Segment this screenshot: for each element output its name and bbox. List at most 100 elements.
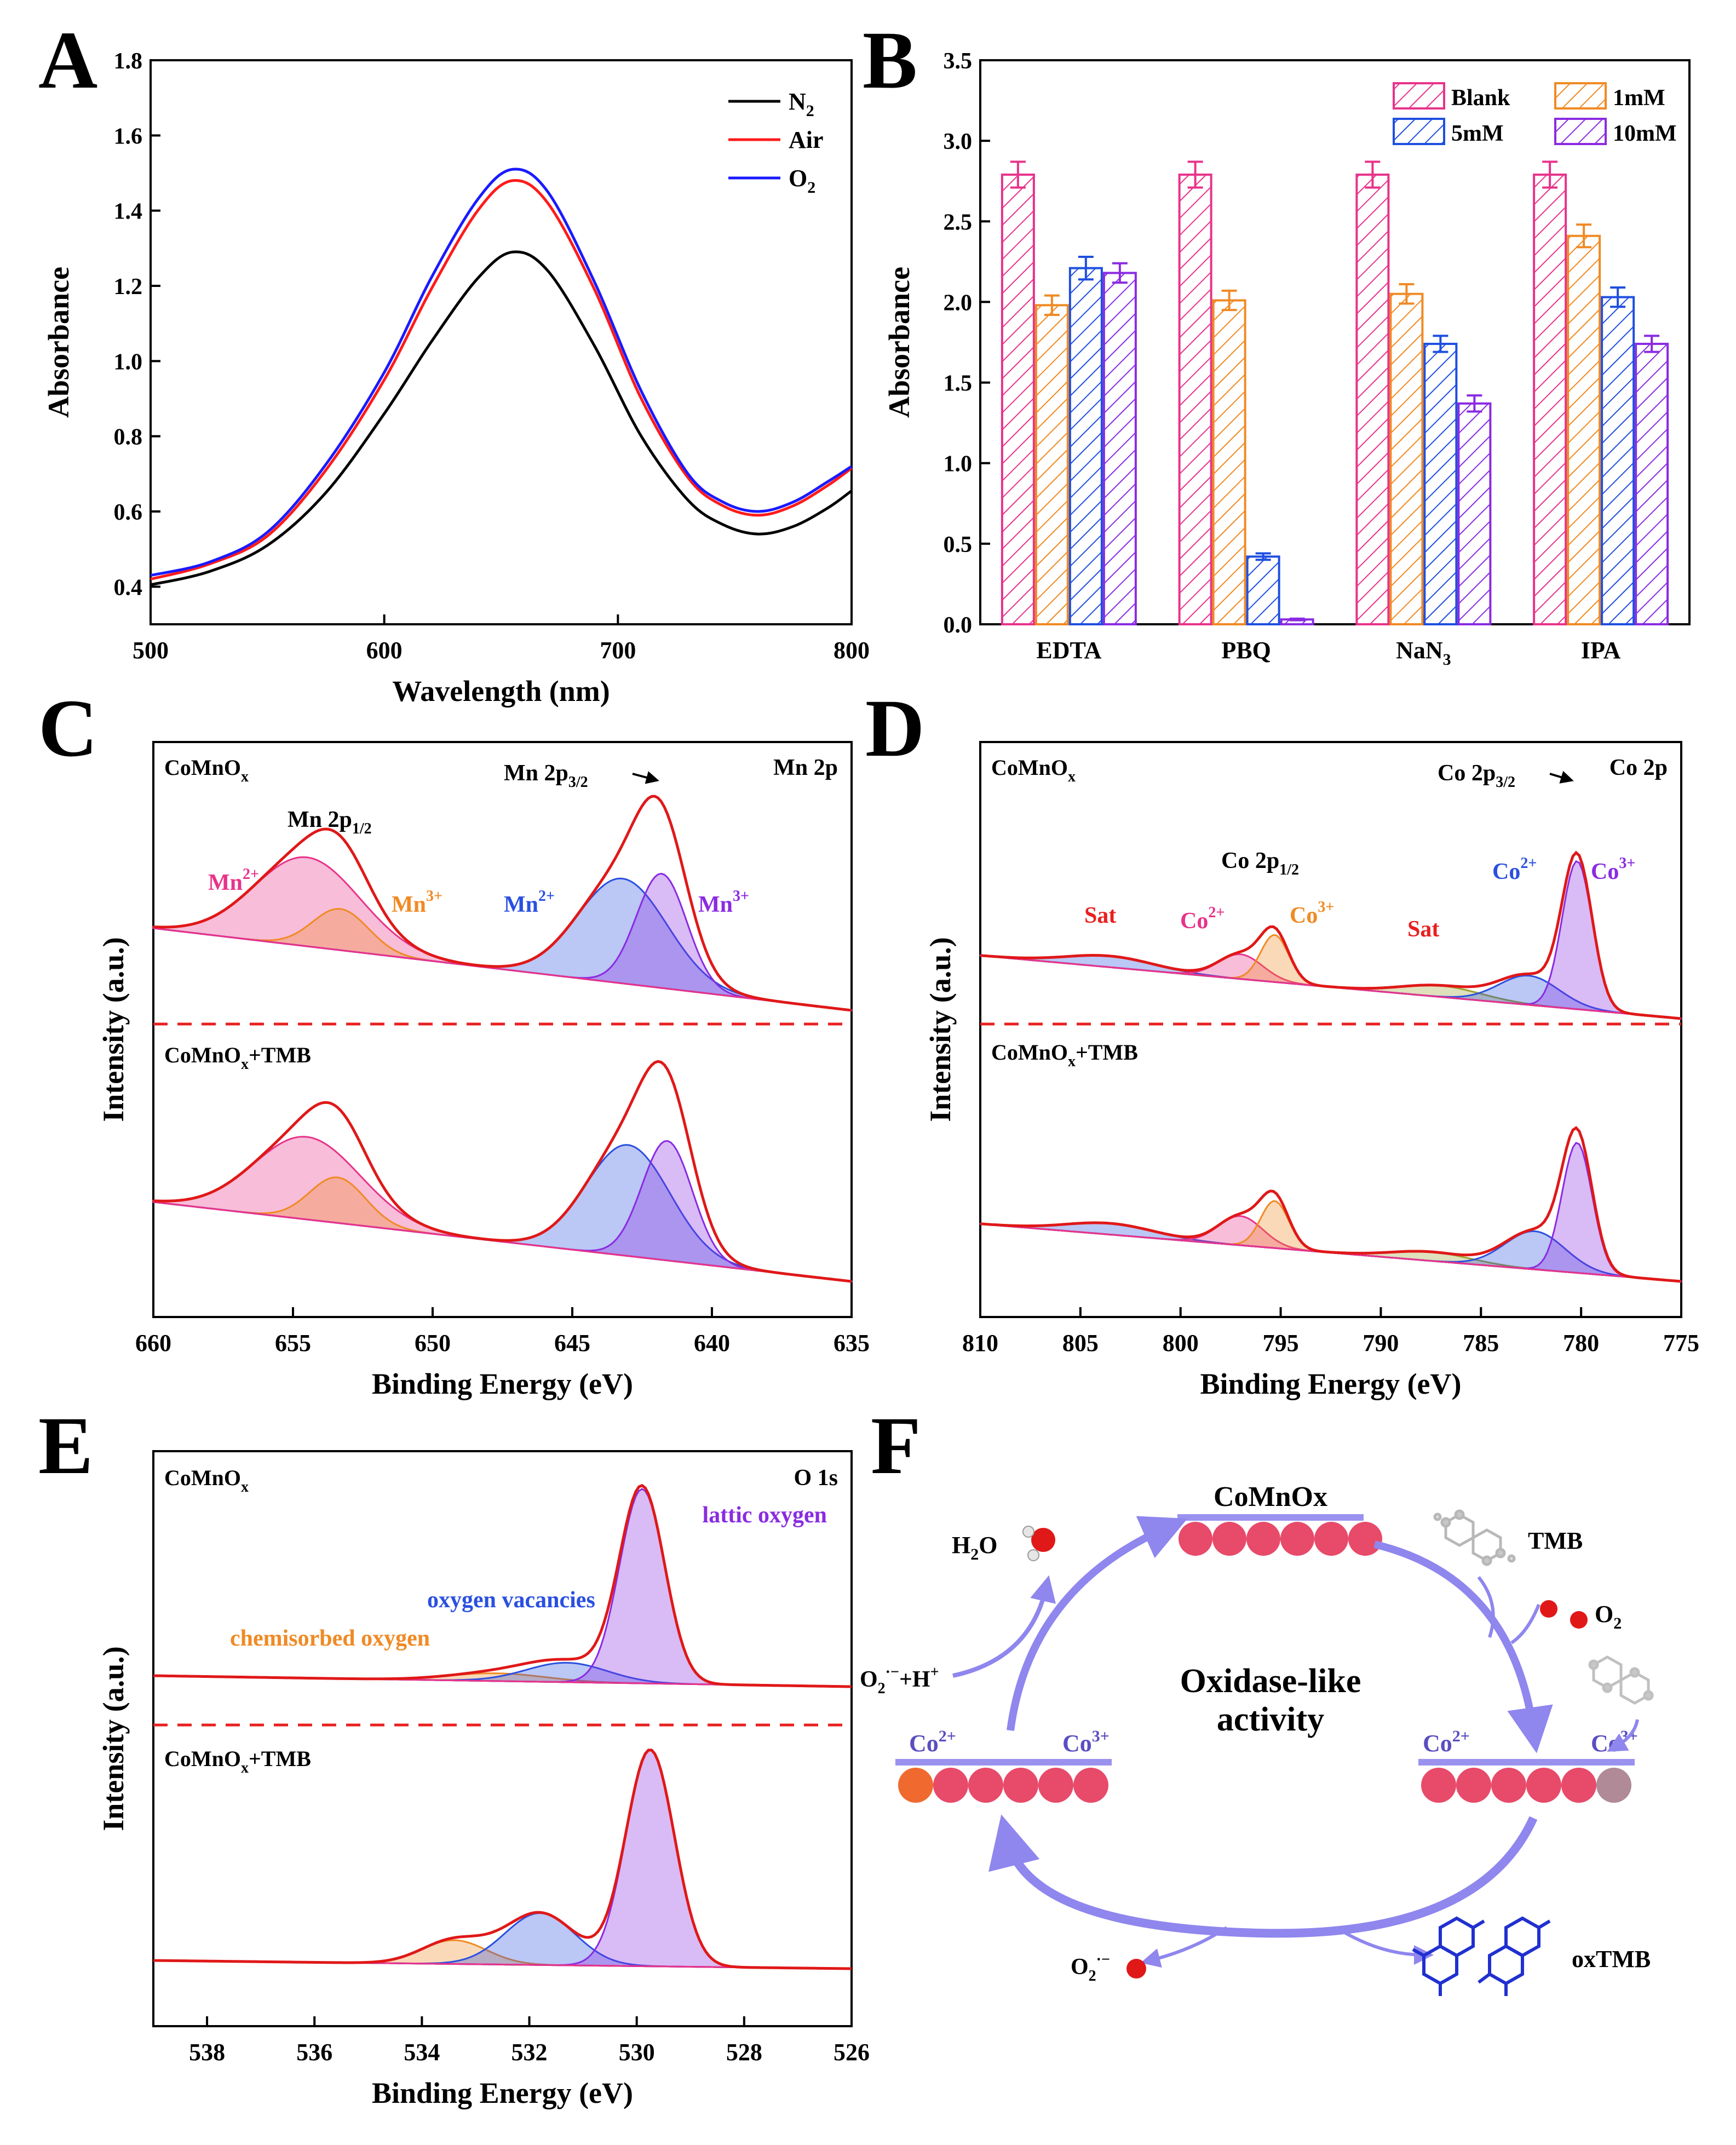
y-tick-label: 1.0 xyxy=(944,452,973,477)
legend-label-3: 10mM xyxy=(1613,121,1677,146)
panel-b-bar-chart: 0.0 0.5 1.0 1.5 2.0 2.5 3.0 3.5 Absorbance EDTA PB… xyxy=(883,49,1691,669)
x-tick-label: 800 xyxy=(833,637,870,664)
bar-Blank xyxy=(1178,173,1212,625)
bar-1mM xyxy=(1389,292,1424,625)
label-main: chemisorbed oxygen xyxy=(230,1626,430,1651)
region-label: Co 2p xyxy=(1609,755,1668,780)
cycle-arrow-bottom xyxy=(988,1814,1538,1938)
y-tick-label: 3.0 xyxy=(944,129,973,154)
x-axis-label: Binding Energy (eV) xyxy=(372,1367,633,1400)
o2-molecule-icon xyxy=(1540,1600,1588,1629)
panel-frame-panelE xyxy=(152,1450,853,2027)
right-plate-spheres xyxy=(1421,1768,1631,1803)
x-tick-label: 530 xyxy=(619,2039,655,2066)
superoxide-radical-icon xyxy=(1126,1959,1146,1979)
label-main: Mn xyxy=(504,892,538,917)
x-tick-label: 538 xyxy=(189,2039,225,2066)
sample-main: CoMnO xyxy=(164,1043,241,1067)
arrow-tmb-in xyxy=(1477,1576,1495,1638)
x-tick-label: 635 xyxy=(833,1330,870,1356)
y-tick-label: 0.5 xyxy=(944,532,973,557)
sample-sub: x xyxy=(241,1479,249,1496)
peak-pointer-arrow xyxy=(1549,770,1574,784)
label-main: Sat xyxy=(1407,917,1439,942)
x-tick-label: 785 xyxy=(1463,1330,1499,1356)
sample-sub: x xyxy=(241,1056,249,1073)
sample-main: CoMnO xyxy=(164,1465,241,1490)
sample-rest: +TMB xyxy=(249,1043,311,1067)
y-tick-label: 0.6 xyxy=(114,500,143,525)
legend-swatch-3 xyxy=(1554,118,1607,145)
bar-10mM xyxy=(1457,402,1492,625)
peak-label-2: chemisorbed oxygen xyxy=(230,1626,430,1651)
panel-d-co2p-xps: 810 805 800 795 790 785 780 775 Binding Energy (… xyxy=(924,741,1699,1400)
top-sample-label: CoMnOx xyxy=(164,755,249,785)
h2o-label: H2O xyxy=(952,1532,997,1563)
label-main: Co xyxy=(1492,859,1520,884)
category-label: PBQ xyxy=(1221,637,1271,664)
peak-label-0: lattic oxygen xyxy=(703,1503,827,1528)
cycle-arrow-left-up xyxy=(1007,1516,1188,1731)
label-sup: 3+ xyxy=(426,888,442,905)
bottom-fit-envelope xyxy=(153,1060,852,1283)
label-main: Mn xyxy=(208,870,243,895)
sample-sub: x xyxy=(241,1759,249,1776)
y-tick-label: 1.4 xyxy=(114,199,143,225)
sample-rest: +TMB xyxy=(1076,1040,1138,1065)
legend-label-2: O2 xyxy=(789,165,815,197)
bar-5mM xyxy=(1601,296,1635,625)
tmb-label: TMB xyxy=(1528,1527,1583,1554)
label-sup: 2+ xyxy=(1208,904,1225,921)
x-tick-label: 660 xyxy=(135,1330,171,1356)
x-tick-label: 780 xyxy=(1563,1330,1599,1356)
bar-1mM xyxy=(1034,304,1069,625)
peak-label-5: Co2+ xyxy=(1492,855,1537,884)
left-co2-label: Co2+ xyxy=(909,1727,956,1757)
arrow-to-h2o xyxy=(952,1575,1056,1678)
peak-label-3: Mn3+ xyxy=(392,888,442,917)
peak-pointer-arrow xyxy=(632,771,659,784)
x-tick-label: 805 xyxy=(1062,1330,1099,1356)
tmb-molecule-icon xyxy=(1433,1509,1516,1566)
oxtmb-label: oxTMB xyxy=(1572,1946,1651,1973)
label-sup: 3+ xyxy=(1318,899,1334,916)
category-label: IPA xyxy=(1581,637,1621,664)
series-line-1 xyxy=(150,179,853,581)
bar-1mM xyxy=(1567,234,1601,625)
legend-label-1: 1mM xyxy=(1613,85,1665,111)
peak-label-1: Mn 2p3/2 xyxy=(504,761,588,791)
y-tick-label: 0.4 xyxy=(114,575,143,600)
category-main: NaN xyxy=(1396,637,1443,664)
label-sup: 3+ xyxy=(1619,855,1635,872)
x-axis-label: Wavelength (nm) xyxy=(392,675,610,708)
bottom-sample-label: CoMnOx+TMB xyxy=(991,1040,1138,1070)
panel-label-c: C xyxy=(38,683,97,774)
x-tick-label: 640 xyxy=(694,1330,730,1356)
legend-name: N xyxy=(789,88,806,115)
label-main: Co 2p xyxy=(1221,848,1279,873)
legend-label-0: N2 xyxy=(789,88,814,120)
label-main: lattic oxygen xyxy=(703,1503,827,1528)
y-axis-label: Intensity (a.u.) xyxy=(97,1646,130,1831)
series-line-2 xyxy=(150,168,853,577)
superoxide-label: O2·− xyxy=(1071,1951,1110,1985)
x-axis-label: Binding Energy (eV) xyxy=(1200,1367,1461,1400)
y-tick-label: 1.6 xyxy=(114,124,143,149)
category-sub: 3 xyxy=(1443,651,1451,669)
tmb-molecule-icon-2 xyxy=(1588,1655,1654,1705)
bar-10mM xyxy=(1635,342,1669,625)
category-main: PBQ xyxy=(1221,637,1271,664)
superoxide-h-label: O2·−+H+ xyxy=(860,1664,939,1697)
x-tick-label: 795 xyxy=(1263,1330,1299,1356)
legend-label-0: Blank xyxy=(1451,85,1510,111)
panel-label-e: E xyxy=(38,1400,93,1491)
label-main: Mn xyxy=(392,892,426,917)
legend-label-2: 5mM xyxy=(1451,121,1504,146)
peak-label-4: Mn2+ xyxy=(504,888,555,917)
x-tick-label: 500 xyxy=(133,637,169,664)
peak-label-5: Mn3+ xyxy=(698,888,749,917)
y-tick-label: 0.8 xyxy=(114,425,143,450)
bar-Blank xyxy=(1001,173,1035,625)
category-label: NaN3 xyxy=(1396,637,1451,669)
